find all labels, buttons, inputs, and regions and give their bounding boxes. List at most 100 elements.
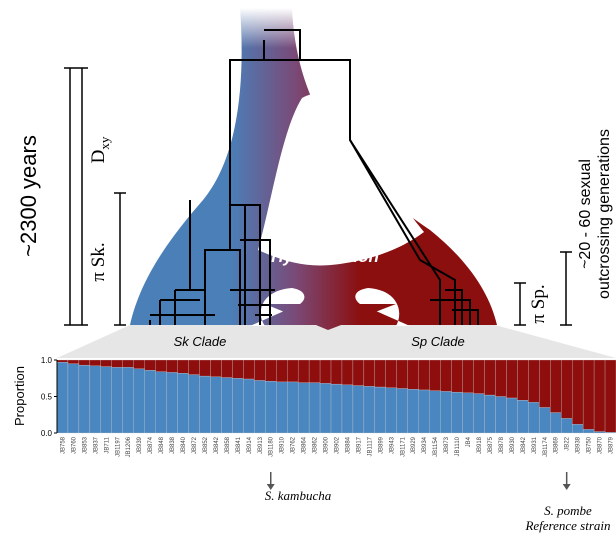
x-tick-label: JB758 xyxy=(60,436,66,454)
bar-segment xyxy=(145,360,156,370)
bar-segment xyxy=(123,360,134,367)
bar-segment xyxy=(276,382,287,433)
pi-sk-label: π Sk. xyxy=(88,242,109,281)
x-tick-label: JB869 xyxy=(554,436,560,454)
bar-segment xyxy=(452,392,463,433)
annotation: S. kambucha xyxy=(265,488,332,503)
funnel xyxy=(57,325,616,358)
x-tick-label: JB1117 xyxy=(367,436,373,456)
bar-segment xyxy=(254,360,265,380)
fade xyxy=(236,8,296,48)
bar-segment xyxy=(90,360,101,366)
bar-segment xyxy=(243,360,254,379)
bar-segment xyxy=(320,360,331,383)
bar-segment xyxy=(539,407,550,433)
bar-segment xyxy=(572,424,583,433)
x-tick-label: JB900 xyxy=(324,436,330,454)
x-tick-label: JB931 xyxy=(532,436,538,454)
x-tick-label: JB750 xyxy=(587,436,593,454)
figure: ~2300 years Dxy π Sk. Hybridization Sk C… xyxy=(0,0,616,536)
bar-segment xyxy=(134,369,145,433)
bar-segment xyxy=(178,360,189,373)
bar-segment xyxy=(397,388,408,433)
annotation: Reference strain xyxy=(524,518,610,533)
bar-segment xyxy=(517,360,528,400)
bar-segment xyxy=(309,360,320,383)
dxy-main: D xyxy=(88,150,109,164)
bar-segment xyxy=(364,360,375,386)
x-tick-label: JB852 xyxy=(203,436,209,454)
bar-segment xyxy=(298,360,309,383)
bar-segment xyxy=(265,381,276,433)
bar-segment xyxy=(79,360,90,365)
bar-segment xyxy=(484,360,495,395)
sp-clade-label: Sp Clade xyxy=(411,334,464,349)
bar-segment xyxy=(320,383,331,433)
bar-segment xyxy=(68,364,79,433)
bar-segment xyxy=(145,370,156,433)
x-tick-label: JB872 xyxy=(192,436,198,454)
bar-segment xyxy=(90,366,101,433)
dxy-label: Dxy xyxy=(88,136,112,163)
bar-segment xyxy=(342,360,353,385)
bar-segment xyxy=(232,378,243,433)
annotation: S. pombe xyxy=(544,503,592,518)
y-tick-label: 0.0 xyxy=(41,429,53,438)
time-label: ~2300 years xyxy=(16,135,41,257)
bar-segment xyxy=(386,388,397,433)
x-tick-label: JB1197 xyxy=(115,436,121,457)
x-tick-label: JB841 xyxy=(236,436,242,454)
bar-segment xyxy=(309,383,320,433)
bar-segment xyxy=(221,360,232,378)
dxy-sub: xy xyxy=(97,136,112,150)
bar-segment xyxy=(463,360,474,393)
x-tick-label: JB943 xyxy=(389,436,395,454)
bar-segment xyxy=(539,360,550,407)
bar-segment xyxy=(189,360,200,375)
x-tick-label: JB875 xyxy=(488,436,494,454)
bar-segment xyxy=(550,360,561,413)
bar-segment xyxy=(419,390,430,433)
x-tick-label: JB711 xyxy=(104,436,110,453)
x-tick-label: JB1180 xyxy=(269,436,275,457)
x-tick-label: JB864 xyxy=(302,436,308,454)
bar-segment xyxy=(134,360,145,369)
bar-segment xyxy=(331,360,342,384)
x-tick-label: JB4 xyxy=(466,436,472,447)
bar-segment xyxy=(101,367,112,433)
bar-segment xyxy=(397,360,408,388)
x-tick-label: JB910 xyxy=(280,436,286,454)
bar-segment xyxy=(528,402,539,433)
x-tick-label: JB899 xyxy=(378,436,384,454)
bar-segment xyxy=(375,387,386,433)
bar-segment xyxy=(156,360,167,372)
bar-segment xyxy=(430,391,441,433)
bar-segment xyxy=(112,360,123,367)
x-tick-label: JB840 xyxy=(181,436,187,454)
x-tick-label: JB934 xyxy=(422,436,428,454)
x-tick-label: JB838 xyxy=(170,436,176,454)
bar-segment xyxy=(57,362,68,433)
x-tick-label: JB760 xyxy=(71,436,77,454)
bar-segment xyxy=(594,432,605,433)
bar-segment xyxy=(276,360,287,382)
bar-segment xyxy=(419,360,430,390)
x-tick-label: JB873 xyxy=(444,436,450,454)
bar-segment xyxy=(495,397,506,434)
x-tick-label: JB842 xyxy=(214,436,220,454)
x-tick-label: JB22 xyxy=(565,436,571,450)
bar-segment xyxy=(254,380,265,433)
y-tick-label: 1.0 xyxy=(41,356,53,365)
bar-segment xyxy=(79,365,90,433)
bar-segment xyxy=(112,367,123,433)
x-tick-label: JB1206 xyxy=(126,436,132,457)
x-tick-label: JB884 xyxy=(345,436,351,454)
bar-segment xyxy=(353,360,364,386)
bar-segment xyxy=(441,391,452,433)
x-tick-label: JB918 xyxy=(477,436,483,454)
x-tick-label: JB1174 xyxy=(543,436,549,457)
bar-segment xyxy=(199,376,210,433)
bar-segment xyxy=(408,389,419,433)
bar-segment xyxy=(57,360,68,362)
bar-segment xyxy=(232,360,243,378)
